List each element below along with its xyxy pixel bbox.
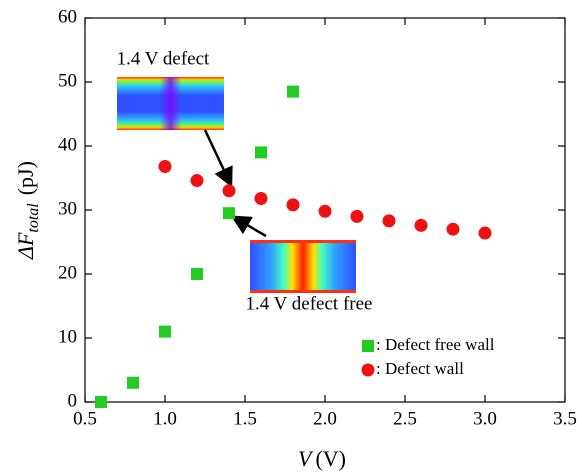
marker	[446, 222, 460, 236]
marker	[190, 174, 204, 188]
marker	[223, 207, 235, 220]
marker	[254, 191, 268, 205]
marker	[191, 268, 203, 280]
legend-marker	[361, 363, 375, 377]
inset-defect	[117, 77, 224, 130]
annotation: 1.4 V defect	[117, 48, 210, 69]
y-tick-label: 20	[58, 262, 77, 283]
marker	[350, 209, 364, 223]
marker	[159, 325, 171, 338]
y-tick-label: 50	[58, 70, 77, 91]
legend-label: : Defect wall	[376, 359, 464, 378]
x-tick-label: 3.0	[473, 408, 497, 429]
y-tick-label: 40	[58, 134, 77, 155]
marker	[158, 159, 172, 173]
marker	[318, 204, 332, 218]
marker	[95, 396, 107, 408]
marker	[255, 146, 267, 159]
y-axis-label: ΔFtotal(pJ)	[13, 161, 42, 260]
annotation: 1.4 V defect free	[246, 293, 373, 314]
x-tick-label: 1.5	[233, 408, 257, 429]
y-tick-label: 0	[68, 390, 78, 411]
legend-label: : Defect free wall	[376, 335, 495, 354]
marker	[414, 218, 428, 232]
y-tick-label: 60	[58, 6, 77, 27]
x-axis-label: V (V)	[298, 446, 346, 471]
x-tick-label: 2.5	[393, 408, 417, 429]
x-tick-label: 3.5	[553, 408, 577, 429]
marker	[382, 214, 396, 228]
inset-defect-free	[250, 240, 356, 293]
marker	[287, 85, 299, 98]
y-tick-label: 10	[58, 326, 77, 347]
x-tick-label: 1.0	[153, 408, 177, 429]
x-tick-label: 2.0	[313, 408, 337, 429]
marker	[222, 184, 236, 198]
marker	[478, 226, 492, 240]
marker	[127, 376, 139, 389]
arrow	[203, 129, 233, 188]
x-tick-label: 0.5	[73, 408, 97, 429]
marker	[286, 198, 300, 212]
y-tick-label: 30	[58, 198, 77, 219]
legend-marker	[362, 340, 374, 352]
arrow	[230, 215, 267, 238]
